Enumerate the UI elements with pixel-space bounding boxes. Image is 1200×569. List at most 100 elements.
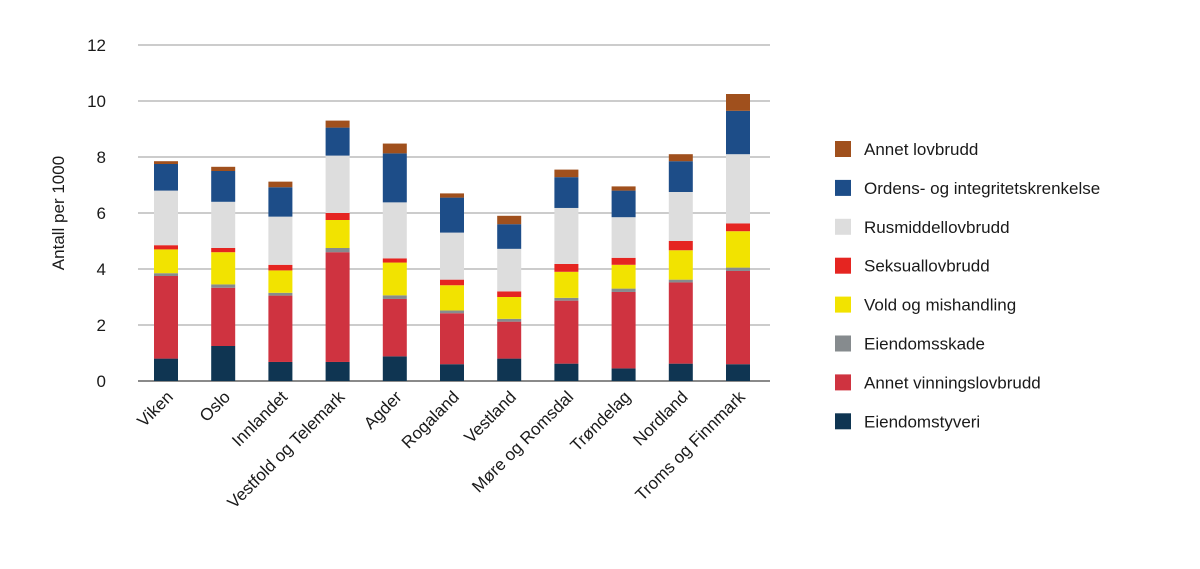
bar-trondelag-eiendomstyveri: [611, 368, 636, 381]
bar-vestfold-og-telemark-vold-og-mishandling: [325, 220, 350, 248]
bar-vestfold-og-telemark-ordens-og-integritetskrenkelse: [325, 127, 350, 156]
bar-oslo-eiendomsskade: [211, 284, 236, 288]
bar-more-og-romsdal-vold-og-mishandling: [554, 271, 579, 298]
bar-vestland-eiendomstyveri: [497, 358, 522, 381]
bar-vestfold-og-telemark-seksuallovbrudd: [325, 213, 350, 220]
bar-viken-seksuallovbrudd: [154, 245, 178, 250]
x-tick-label-oslo: Oslo: [196, 387, 234, 425]
legend-swatch-eiendomsskade: [835, 335, 851, 352]
bar-stack-nordland: [668, 154, 693, 381]
bar-trondelag-rusmiddellovbrudd: [611, 217, 636, 258]
bar-vestfold-og-telemark-annet-vinningslovbrudd: [325, 252, 350, 362]
bar-nordland-annet-vinningslovbrudd: [668, 282, 693, 364]
legend-item-annet-vinningslovbrudd: Annet vinningslovbrudd: [835, 373, 1041, 392]
x-tick-label-more-og-romsdal: Møre og Romsdal: [468, 387, 577, 496]
y-tick-label-6: 6: [97, 204, 106, 223]
y-tick-label-0: 0: [97, 372, 106, 391]
bar-oslo-vold-og-mishandling: [211, 252, 236, 285]
legend-label-ordens-og-integritetskrenkelse: Ordens- og integritetskrenkelse: [864, 179, 1100, 198]
bar-vestland-eiendomsskade: [497, 318, 522, 322]
bar-troms-og-finnmark-annet-lovbrudd: [726, 94, 750, 111]
bar-innlandet-eiendomstyveri: [268, 361, 293, 381]
legend-item-eiendomsskade: Eiendomsskade: [835, 335, 985, 354]
bar-vestfold-og-telemark-annet-lovbrudd: [325, 120, 350, 128]
bar-stack-oslo: [211, 166, 236, 381]
legend-label-seksuallovbrudd: Seksuallovbrudd: [864, 257, 990, 276]
bar-troms-og-finnmark-seksuallovbrudd: [726, 223, 750, 232]
bar-stack-more-og-romsdal: [554, 169, 579, 381]
bar-agder-eiendomstyveri: [382, 356, 407, 381]
bar-stack-vestfold-og-telemark: [325, 120, 350, 381]
bar-rogaland-annet-vinningslovbrudd: [440, 313, 464, 365]
legend-label-eiendomstyveri: Eiendomstyveri: [864, 412, 980, 431]
bar-nordland-ordens-og-integritetskrenkelse: [668, 161, 693, 192]
y-axis-title: Antall per 1000: [49, 156, 68, 270]
bar-stack-troms-og-finnmark: [726, 94, 750, 381]
bar-vestland-rusmiddellovbrudd: [497, 248, 522, 292]
bar-stack-rogaland: [440, 193, 464, 381]
bar-oslo-rusmiddellovbrudd: [211, 201, 236, 248]
legend-item-eiendomstyveri: Eiendomstyveri: [835, 412, 980, 431]
y-tick-label-12: 12: [87, 36, 106, 55]
bar-oslo-eiendomstyveri: [211, 346, 236, 381]
bar-oslo-annet-vinningslovbrudd: [211, 287, 236, 346]
bar-trondelag-annet-vinningslovbrudd: [611, 291, 636, 369]
bar-troms-og-finnmark-eiendomstyveri: [726, 364, 750, 381]
y-tick-label-8: 8: [97, 148, 106, 167]
legend-label-annet-lovbrudd: Annet lovbrudd: [864, 140, 978, 159]
bar-more-og-romsdal-annet-lovbrudd: [554, 169, 579, 178]
bar-rogaland-ordens-og-integritetskrenkelse: [440, 197, 464, 233]
bar-innlandet-ordens-og-integritetskrenkelse: [268, 187, 293, 217]
legend-label-vold-og-mishandling: Vold og mishandling: [864, 296, 1016, 315]
bar-viken-annet-lovbrudd: [154, 161, 178, 164]
legend-swatch-ordens-og-integritetskrenkelse: [835, 179, 851, 196]
gridlines: [138, 44, 770, 382]
legend-label-eiendomsskade: Eiendomsskade: [864, 335, 985, 354]
bar-stack-agder: [382, 143, 407, 381]
legend-label-annet-vinningslovbrudd: Annet vinningslovbrudd: [864, 373, 1041, 392]
bar-viken-ordens-og-integritetskrenkelse: [154, 164, 178, 191]
bar-vestland-annet-lovbrudd: [497, 215, 522, 225]
legend-swatch-rusmiddellovbrudd: [835, 218, 851, 235]
y-tick-label-2: 2: [97, 316, 106, 335]
bar-innlandet-eiendomsskade: [268, 292, 293, 296]
bar-agder-annet-vinningslovbrudd: [382, 298, 407, 357]
bar-troms-og-finnmark-annet-vinningslovbrudd: [726, 270, 750, 365]
bar-agder-ordens-og-integritetskrenkelse: [382, 153, 407, 203]
bar-nordland-eiendomsskade: [668, 279, 693, 283]
bar-vestfold-og-telemark-eiendomsskade: [325, 248, 350, 253]
y-axis-title-group: Antall per 1000: [49, 156, 68, 270]
bar-more-og-romsdal-seksuallovbrudd: [554, 263, 579, 272]
bar-troms-og-finnmark-ordens-og-integritetskrenkelse: [726, 110, 750, 155]
bar-agder-seksuallovbrudd: [382, 258, 407, 263]
bar-agder-annet-lovbrudd: [382, 143, 407, 154]
bar-innlandet-annet-vinningslovbrudd: [268, 295, 293, 362]
bar-vestland-ordens-og-integritetskrenkelse: [497, 224, 522, 249]
x-tick-label-rogaland: Rogaland: [398, 387, 463, 452]
bar-trondelag-vold-og-mishandling: [611, 264, 636, 289]
bar-more-og-romsdal-eiendomstyveri: [554, 363, 579, 381]
bar-troms-og-finnmark-vold-og-mishandling: [726, 231, 750, 268]
bar-troms-og-finnmark-rusmiddellovbrudd: [726, 154, 750, 224]
bar-oslo-seksuallovbrudd: [211, 248, 236, 253]
bar-nordland-seksuallovbrudd: [668, 241, 693, 251]
legend-item-annet-lovbrudd: Annet lovbrudd: [835, 140, 978, 159]
bar-vestfold-og-telemark-rusmiddellovbrudd: [325, 155, 350, 213]
bar-nordland-vold-og-mishandling: [668, 250, 693, 280]
bar-oslo-annet-lovbrudd: [211, 166, 236, 171]
legend: Annet lovbrudd Ordens- og integritetskren…: [835, 140, 1100, 431]
bar-innlandet-vold-og-mishandling: [268, 270, 293, 293]
bar-viken-vold-og-mishandling: [154, 249, 178, 274]
bar-rogaland-vold-og-mishandling: [440, 285, 464, 311]
bar-nordland-annet-lovbrudd: [668, 154, 693, 162]
bar-stack-trondelag: [611, 186, 636, 381]
x-tick-label-troms-og-finnmark: Troms og Finnmark: [632, 387, 750, 505]
bar-rogaland-seksuallovbrudd: [440, 279, 464, 286]
bar-stack-viken: [154, 161, 178, 381]
y-tick-label-4: 4: [97, 260, 106, 279]
bar-more-og-romsdal-rusmiddellovbrudd: [554, 207, 579, 264]
bar-vestland-annet-vinningslovbrudd: [497, 321, 522, 359]
bar-innlandet-rusmiddellovbrudd: [268, 216, 293, 265]
